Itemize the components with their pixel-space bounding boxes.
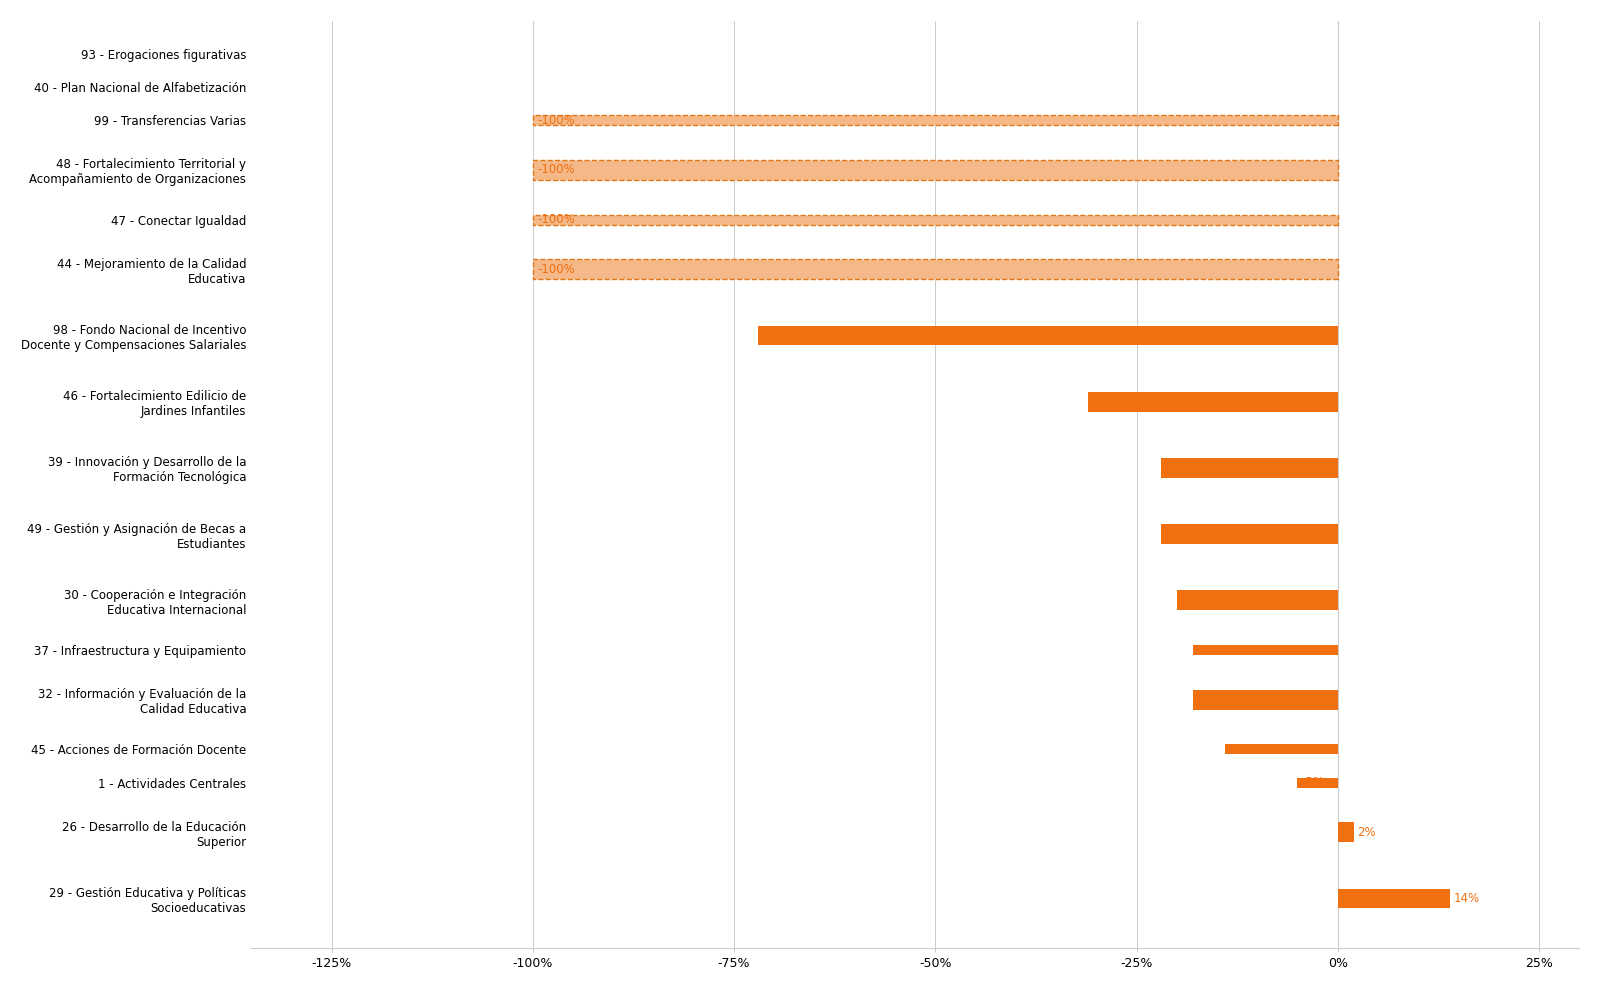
Text: -18%: -18% <box>1197 643 1227 657</box>
Text: -22%: -22% <box>1165 527 1195 541</box>
Bar <box>533 215 1338 225</box>
Bar <box>1194 645 1338 655</box>
Bar <box>1338 889 1450 909</box>
Text: -5%: -5% <box>1301 776 1325 789</box>
Text: -20%: -20% <box>1181 594 1211 606</box>
Bar <box>1298 778 1338 788</box>
Bar <box>1338 823 1354 842</box>
Bar <box>1088 391 1338 411</box>
Text: -100%: -100% <box>538 263 574 275</box>
Bar <box>1160 458 1338 478</box>
Text: 14%: 14% <box>1454 892 1480 905</box>
Text: 2%: 2% <box>1357 826 1376 838</box>
Bar <box>1160 524 1338 544</box>
Bar <box>533 260 1338 279</box>
Bar <box>1194 690 1338 710</box>
Text: -18%: -18% <box>1197 694 1227 707</box>
Text: -100%: -100% <box>538 213 574 226</box>
Bar <box>533 160 1338 179</box>
Text: -100%: -100% <box>538 164 574 176</box>
Bar <box>1176 591 1338 610</box>
Text: -72%: -72% <box>762 329 792 342</box>
Text: -22%: -22% <box>1165 462 1195 475</box>
Text: -31%: -31% <box>1093 395 1123 408</box>
Text: -14%: -14% <box>1229 743 1259 756</box>
Bar <box>533 115 1338 125</box>
Bar <box>758 325 1338 346</box>
Text: -100%: -100% <box>538 114 574 127</box>
Bar <box>1226 744 1338 754</box>
